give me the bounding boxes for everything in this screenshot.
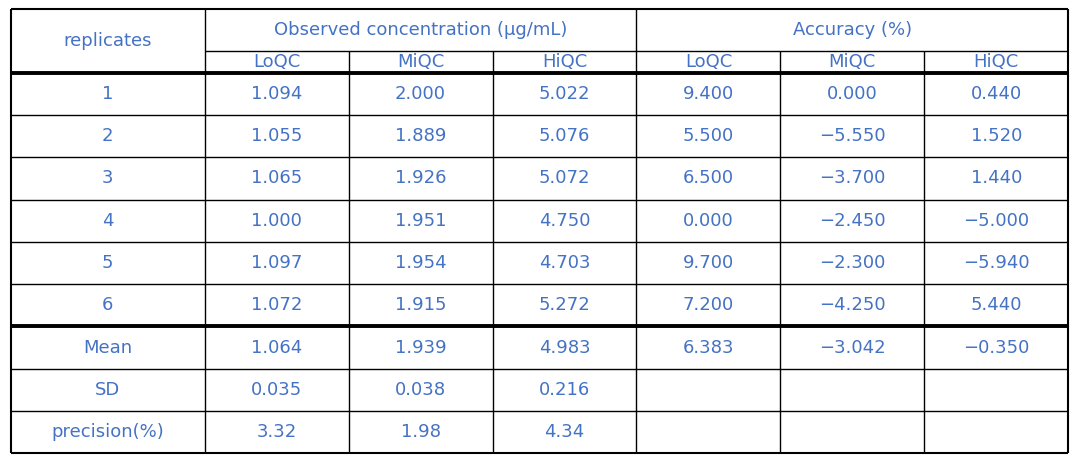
Text: 1.440: 1.440 — [971, 169, 1022, 187]
Text: 0.035: 0.035 — [251, 381, 302, 399]
Text: −2.300: −2.300 — [819, 254, 886, 272]
Text: HiQC: HiQC — [973, 53, 1019, 71]
Text: 5.272: 5.272 — [538, 296, 590, 314]
Text: −2.450: −2.450 — [819, 212, 886, 230]
Text: 4.34: 4.34 — [545, 423, 585, 441]
Text: 1.889: 1.889 — [395, 127, 447, 145]
Text: −5.000: −5.000 — [964, 212, 1029, 230]
Text: 6: 6 — [103, 296, 113, 314]
Text: 5.076: 5.076 — [538, 127, 590, 145]
Text: 9.700: 9.700 — [683, 254, 734, 272]
Text: 1.520: 1.520 — [971, 127, 1022, 145]
Text: 0.038: 0.038 — [395, 381, 447, 399]
Text: SD: SD — [95, 381, 121, 399]
Text: 5.072: 5.072 — [538, 169, 590, 187]
Text: LoQC: LoQC — [254, 53, 300, 71]
Text: 1.926: 1.926 — [395, 169, 447, 187]
Text: 1.98: 1.98 — [400, 423, 440, 441]
Text: −4.250: −4.250 — [819, 296, 886, 314]
Text: 6.500: 6.500 — [683, 169, 734, 187]
Text: 7.200: 7.200 — [683, 296, 734, 314]
Text: 9.400: 9.400 — [683, 85, 734, 103]
Text: −3.042: −3.042 — [819, 338, 886, 357]
Text: −5.550: −5.550 — [819, 127, 886, 145]
Text: 6.383: 6.383 — [683, 338, 734, 357]
Text: 4.750: 4.750 — [538, 212, 590, 230]
Text: Mean: Mean — [83, 338, 133, 357]
Text: 2.000: 2.000 — [395, 85, 446, 103]
Text: 1.097: 1.097 — [251, 254, 302, 272]
Text: MiQC: MiQC — [829, 53, 876, 71]
Text: 4.983: 4.983 — [538, 338, 590, 357]
Text: 4: 4 — [103, 212, 113, 230]
Text: 4.703: 4.703 — [538, 254, 590, 272]
Text: 0.216: 0.216 — [538, 381, 590, 399]
Text: 1.065: 1.065 — [251, 169, 302, 187]
Text: 1.000: 1.000 — [251, 212, 302, 230]
Text: 1.072: 1.072 — [251, 296, 302, 314]
Text: 2: 2 — [103, 127, 113, 145]
Text: 1.055: 1.055 — [251, 127, 302, 145]
Text: precision(%): precision(%) — [52, 423, 164, 441]
Text: 5.500: 5.500 — [683, 127, 734, 145]
Text: LoQC: LoQC — [685, 53, 732, 71]
Text: 0.000: 0.000 — [827, 85, 877, 103]
Text: 1.954: 1.954 — [395, 254, 447, 272]
Text: HiQC: HiQC — [542, 53, 587, 71]
Text: −3.700: −3.700 — [819, 169, 886, 187]
Text: MiQC: MiQC — [397, 53, 445, 71]
Text: 1.094: 1.094 — [251, 85, 302, 103]
Text: −5.940: −5.940 — [962, 254, 1029, 272]
Text: 1.064: 1.064 — [251, 338, 302, 357]
Text: 5: 5 — [103, 254, 113, 272]
Text: −0.350: −0.350 — [964, 338, 1029, 357]
Text: 1.915: 1.915 — [395, 296, 447, 314]
Text: 3: 3 — [103, 169, 113, 187]
Text: 0.000: 0.000 — [683, 212, 734, 230]
Text: 1.939: 1.939 — [395, 338, 447, 357]
Text: 1.951: 1.951 — [395, 212, 447, 230]
Text: replicates: replicates — [64, 32, 152, 50]
Text: 1: 1 — [103, 85, 113, 103]
Text: 3.32: 3.32 — [257, 423, 297, 441]
Text: 5.440: 5.440 — [970, 296, 1022, 314]
Text: Accuracy (%): Accuracy (%) — [793, 22, 912, 39]
Text: Observed concentration (μg/mL): Observed concentration (μg/mL) — [274, 22, 568, 39]
Text: 0.440: 0.440 — [971, 85, 1022, 103]
Text: 5.022: 5.022 — [538, 85, 590, 103]
